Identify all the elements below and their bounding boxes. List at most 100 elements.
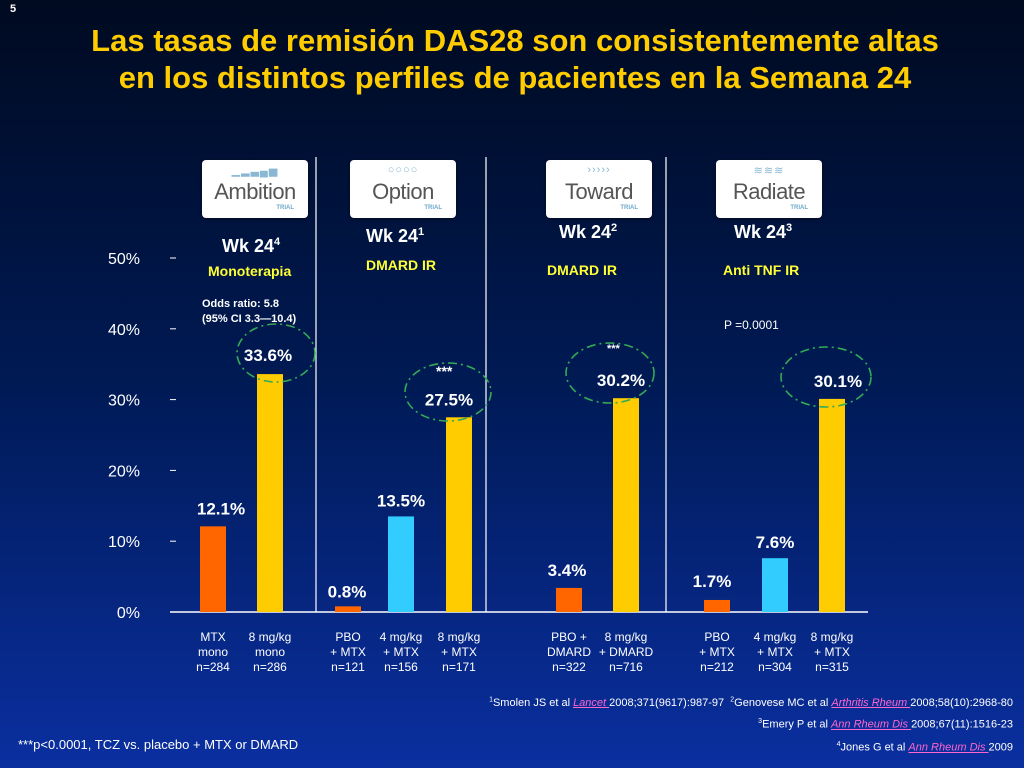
- significance-option: ***: [436, 363, 453, 379]
- significance-toward: ***: [607, 343, 620, 355]
- ref2-post: 2008;58(10):2968-80: [910, 696, 1013, 709]
- y-tick-label: 40%: [108, 322, 140, 339]
- data-label: 30.1%: [814, 372, 862, 391]
- category-label: + MTX: [383, 645, 419, 659]
- category-label: n=286: [253, 660, 287, 674]
- ref4-pre: Jones G et al: [840, 741, 909, 754]
- ref2: 2Genovese MC et al Arthritis Rheum 2008;…: [730, 696, 1013, 709]
- category-label: 4 mg/kg: [380, 630, 423, 644]
- data-label: 1.7%: [693, 572, 732, 591]
- group-label-radiate: Anti TNF IR: [723, 262, 800, 278]
- category-label: + MTX: [814, 645, 850, 659]
- y-tick-label: 50%: [108, 251, 140, 268]
- ref1: 1Smolen JS et al Lancet 2008;371(9617):9…: [489, 696, 725, 709]
- category-label: 8 mg/kg: [249, 630, 292, 644]
- category-label: + MTX: [757, 645, 793, 659]
- data-label: 12.1%: [197, 499, 245, 518]
- bar: [704, 599, 730, 612]
- week-label: Wk 24: [366, 226, 419, 246]
- ref-sup: 3: [786, 222, 793, 234]
- ref-sup: 1: [418, 226, 425, 238]
- data-label: 33.6%: [244, 346, 292, 365]
- group-label-option: DMARD IR: [366, 257, 436, 273]
- category-label: n=212: [700, 660, 734, 674]
- category-label: n=315: [815, 660, 849, 674]
- group-header-radiate: Wk 243: [734, 222, 792, 243]
- data-label: 0.8%: [328, 582, 367, 601]
- group-label-ambition: Monoterapia: [208, 263, 292, 279]
- ref2-journal-link[interactable]: Arthritis Rheum: [831, 696, 911, 709]
- highlight-ellipse: [404, 362, 492, 422]
- category-label: mono: [198, 645, 228, 659]
- y-tick-label: 10%: [108, 534, 140, 551]
- category-label: n=156: [384, 660, 418, 674]
- week-label: Wk 24: [559, 222, 612, 242]
- logo-sub: TRIAL: [276, 205, 294, 211]
- group-label-toward: DMARD IR: [547, 262, 617, 278]
- ref2-sup: 2: [730, 696, 735, 703]
- data-label: 30.2%: [597, 371, 645, 390]
- references-line3: 4Jones G et al Ann Rheum Dis 2009: [837, 741, 1013, 754]
- title-line-1: Las tasas de remisión DAS28 son consiste…: [91, 23, 939, 58]
- p-value-text: P =0.0001: [724, 318, 779, 332]
- category-label: n=322: [552, 660, 586, 674]
- category-label: 8 mg/kg: [438, 630, 481, 644]
- logo-mark: ≋≋≋: [753, 165, 785, 177]
- category-label: PBO: [704, 630, 729, 644]
- ref1-post: 2008;371(9617):987-97: [609, 696, 725, 709]
- bar: [200, 526, 226, 612]
- y-tick-label: 20%: [108, 463, 140, 480]
- logo-text: Option: [372, 179, 434, 204]
- ref3-pre: Emery P et al: [762, 718, 831, 731]
- logo-mark: ○○○○: [387, 164, 419, 176]
- ref4-sup: 4: [836, 741, 841, 748]
- ref4-journal-link[interactable]: Ann Rheum Dis: [908, 741, 989, 754]
- ref1-journal-link[interactable]: Lancet: [573, 696, 610, 709]
- slide-number: 5: [10, 3, 17, 15]
- ref3-post: 2008;67(11):1516-23: [911, 718, 1013, 731]
- ref2-pre: Genovese MC et al: [734, 696, 832, 709]
- category-label: n=716: [609, 660, 643, 674]
- category-label: 8 mg/kg: [811, 630, 854, 644]
- highlight-ellipse: [236, 323, 316, 383]
- data-label: 3.4%: [548, 561, 587, 580]
- ref1-pre: Smolen JS et al: [492, 696, 574, 709]
- logo-sub: TRIAL: [790, 205, 808, 211]
- category-label: 4 mg/kg: [754, 630, 797, 644]
- category-label: n=121: [331, 660, 365, 674]
- bar: [257, 374, 283, 612]
- logo-text: Toward: [565, 179, 633, 204]
- category-label: PBO: [335, 630, 360, 644]
- category-label: n=304: [758, 660, 792, 674]
- bar: [613, 398, 639, 612]
- bar: [819, 398, 845, 612]
- category-label: + MTX: [330, 645, 366, 659]
- ref3-journal-link[interactable]: Ann Rheum Dis: [830, 718, 912, 731]
- toward-logo: ››››› Toward TRIAL: [546, 160, 652, 218]
- footnote: ***p<0.0001, TCZ vs. placebo + MTX or DM…: [18, 737, 299, 752]
- highlight-ellipse: [780, 346, 872, 408]
- bar: [556, 587, 582, 612]
- category-label: MTX: [200, 630, 225, 644]
- data-label: 7.6%: [756, 533, 795, 552]
- category-label: + MTX: [441, 645, 477, 659]
- data-label: 13.5%: [377, 491, 425, 510]
- logo-sub: TRIAL: [620, 205, 638, 211]
- references-line2: 3Emery P et al Ann Rheum Dis 2008;67(11)…: [758, 718, 1013, 731]
- slide-title: Las tasas de remisión DAS28 son consiste…: [20, 22, 1010, 96]
- ref-sup: 4: [274, 236, 281, 248]
- category-label: 8 mg/kg: [605, 630, 648, 644]
- logo-sub: TRIAL: [424, 205, 442, 211]
- group-header-toward: Wk 242: [559, 222, 617, 243]
- title-line-2: en los distintos perfiles de pacientes e…: [118, 60, 912, 95]
- option-logo: ○○○○ Option TRIAL: [350, 160, 456, 218]
- logo-text: Radiate: [732, 179, 806, 204]
- logo-mark: ›››››: [587, 164, 611, 176]
- category-label: n=171: [442, 660, 476, 674]
- ref1-sup: 1: [489, 696, 493, 703]
- bar: [446, 417, 472, 612]
- week-label: Wk 24: [222, 236, 275, 256]
- logo-mark: ▁▂▃▄▅: [231, 165, 279, 177]
- y-tick-label: 0%: [117, 605, 140, 622]
